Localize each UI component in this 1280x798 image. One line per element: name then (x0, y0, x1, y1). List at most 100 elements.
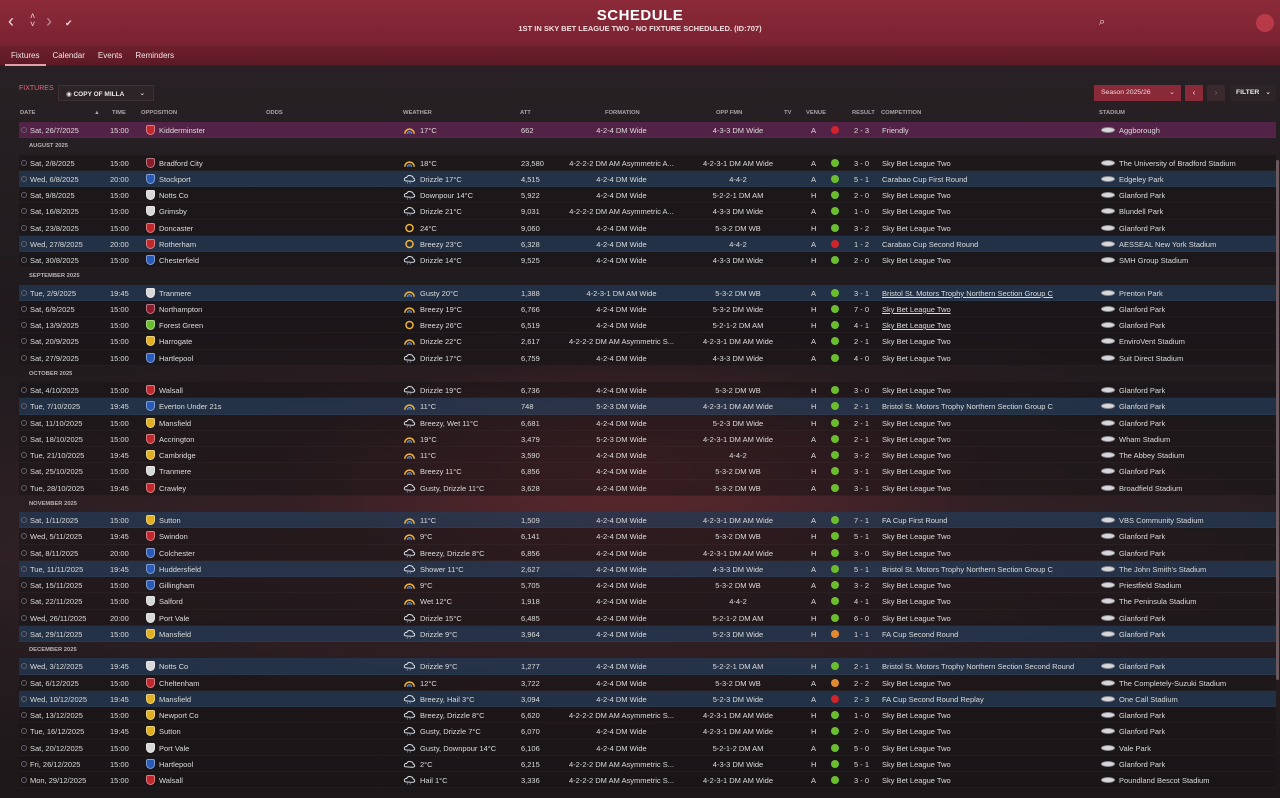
col-opposition[interactable]: OPPOSITION (141, 110, 178, 116)
stadium-name[interactable]: Glanford Park (1119, 191, 1166, 200)
back-arrow-icon[interactable]: ‹ (8, 11, 14, 31)
fixture-row[interactable]: Wed, 10/12/2025 19:45 Mansfield Breezy, Hai… (19, 690, 1276, 707)
stadium-name[interactable]: Glanford Park (1119, 418, 1166, 428)
stadium-name[interactable]: Aggborough (1119, 126, 1160, 135)
competition-name[interactable]: Sky Bet League Two (882, 613, 951, 623)
stadium-name[interactable]: Edgeley Park (1119, 174, 1164, 184)
fixture-row[interactable]: Sat, 13/12/2025 15:00 Newport Co Breezy, Dr… (19, 707, 1276, 724)
result-score[interactable]: 2 - 3 (854, 126, 870, 135)
result-score[interactable]: 1 - 0 (854, 207, 870, 217)
result-score[interactable]: 2 - 1 (854, 337, 870, 347)
result-score[interactable]: 3 - 2 (854, 581, 870, 590)
competition-name[interactable]: Sky Bet League Two (882, 386, 951, 395)
result-score[interactable]: 2 - 1 (854, 662, 870, 672)
fixture-row[interactable]: Sat, 20/9/2025 15:00 Harrogate Drizzle 22°C… (19, 333, 1276, 350)
opposition-name[interactable]: Colchester (159, 548, 195, 558)
select-radio[interactable] (21, 630, 27, 637)
col-date[interactable]: DATE (20, 110, 36, 116)
search-icon[interactable]: ⌕ (1099, 16, 1106, 28)
select-radio[interactable] (21, 468, 27, 475)
select-radio[interactable] (21, 549, 27, 556)
competition-name[interactable]: FA Cup Second Round (882, 629, 959, 639)
result-score[interactable]: 5 - 1 (854, 174, 870, 184)
col-time[interactable]: TIME (112, 110, 126, 116)
competition-name[interactable]: Sky Bet League Two (882, 467, 951, 477)
select-radio[interactable] (21, 289, 27, 296)
select-radio[interactable] (21, 224, 27, 231)
select-radio[interactable] (21, 695, 27, 702)
select-radio[interactable] (21, 403, 27, 410)
col-att[interactable]: ATT (520, 110, 531, 116)
opposition-name[interactable]: Notts Co (159, 191, 189, 200)
fixture-row[interactable]: Sat, 6/12/2025 15:00 Cheltenham 12°C 3,722 4-… (19, 674, 1276, 691)
select-radio[interactable] (21, 175, 27, 182)
select-radio[interactable] (21, 338, 27, 345)
opposition-name[interactable]: Mansfield (159, 629, 192, 639)
forward-arrow-icon[interactable]: › (46, 11, 52, 31)
select-radio[interactable] (21, 777, 27, 783)
select-radio[interactable] (21, 614, 27, 621)
select-radio[interactable] (21, 159, 27, 166)
opposition-name[interactable]: Kidderminster (159, 126, 206, 135)
opposition-name[interactable]: Chesterfield (159, 256, 200, 265)
fixture-row[interactable]: Tue, 2/9/2025 19:45 Tranmere Gusty 20°C 1,38… (19, 284, 1276, 301)
result-score[interactable]: 4 - 0 (854, 353, 870, 363)
opposition-name[interactable]: Mansfield (159, 418, 192, 428)
opposition-name[interactable]: Walsall (159, 776, 183, 785)
fixture-row[interactable]: Sat, 13/9/2025 15:00 Forest Green Breezy 26… (19, 317, 1276, 334)
competition-name[interactable]: Carabao Cup Second Round (882, 239, 979, 249)
result-score[interactable]: 3 - 1 (854, 467, 870, 477)
fixture-row[interactable]: Sat, 20/12/2025 15:00 Port Vale Gusty, Down… (19, 739, 1276, 756)
fixture-row[interactable]: Wed, 3/12/2025 19:45 Notts Co Drizzle 9°C 1,… (19, 658, 1276, 675)
fixture-row[interactable]: Sat, 18/10/2025 15:00 Accrington 19°C 3,479 5… (19, 430, 1276, 447)
stadium-name[interactable]: Glanford Park (1119, 662, 1166, 672)
history-up-down-icon[interactable]: ˄ ˅ (30, 11, 36, 29)
stadium-name[interactable]: The Abbey Stadium (1119, 451, 1185, 460)
stadium-name[interactable]: SMH Group Stadium (1119, 256, 1189, 265)
result-score[interactable]: 4 - 1 (854, 321, 870, 330)
stadium-name[interactable]: Glanford Park (1119, 548, 1166, 558)
fixture-row[interactable]: Sat, 1/11/2025 15:00 Sutton 11°C 1,509 4-2-4 … (19, 512, 1276, 529)
fixture-row[interactable]: Sat, 26/7/2025 15:00 Kidderminster 17°C 662 4… (19, 122, 1276, 139)
fixture-row[interactable]: Sat, 11/10/2025 15:00 Mansfield Breezy, Wet… (19, 414, 1276, 431)
stadium-name[interactable]: Blundell Park (1119, 207, 1164, 217)
fixture-row[interactable]: Sat, 23/8/2025 15:00 Doncaster 24°C 9,060 4-2… (19, 219, 1276, 236)
fixture-row[interactable]: Sat, 8/11/2025 20:00 Colchester Breezy, Dri… (19, 544, 1276, 561)
competition-name[interactable]: Sky Bet League Two (882, 158, 951, 168)
select-radio[interactable] (21, 598, 27, 605)
result-score[interactable]: 3 - 1 (854, 288, 870, 298)
stadium-name[interactable]: Priestfield Stadium (1119, 581, 1182, 590)
competition-name[interactable]: Sky Bet League Two (882, 581, 951, 590)
opposition-name[interactable]: Mansfield (159, 694, 192, 704)
competition-name[interactable]: Bristol St. Motors Trophy Northern Secti… (882, 564, 1053, 574)
col-opp-fmn[interactable]: OPP FMN (716, 110, 743, 116)
fixture-row[interactable]: Sat, 15/11/2025 15:00 Gillingham 9°C 5,705 4-… (19, 577, 1276, 594)
select-radio[interactable] (21, 582, 27, 588)
stadium-name[interactable]: The University of Bradford Stadium (1119, 158, 1236, 168)
opposition-name[interactable]: Northampton (159, 304, 203, 314)
competition-name[interactable]: Sky Bet League Two (882, 256, 951, 265)
opposition-name[interactable]: Tranmere (159, 467, 192, 477)
competition-name[interactable]: Friendly (882, 126, 909, 135)
select-radio[interactable] (21, 257, 27, 263)
fixture-row[interactable]: Wed, 26/11/2025 20:00 Port Vale Drizzle 15°… (19, 609, 1276, 626)
competition-name[interactable]: Bristol St. Motors Trophy Northern Secti… (882, 288, 1053, 298)
opposition-name[interactable]: Grimsby (159, 207, 187, 217)
result-score[interactable]: 2 - 2 (854, 678, 870, 688)
fixture-row[interactable]: Tue, 7/10/2025 19:45 Everton Under 21s 11°C… (19, 398, 1276, 415)
select-radio[interactable] (21, 663, 27, 670)
club-menu-icon[interactable] (1256, 14, 1274, 32)
stadium-name[interactable]: Poundland Bescot Stadium (1119, 776, 1210, 785)
opposition-name[interactable]: Hartlepool (159, 759, 194, 769)
stadium-name[interactable]: Glanford Park (1119, 711, 1166, 720)
opposition-name[interactable]: Accrington (159, 434, 195, 444)
fixture-row[interactable]: Fri, 26/12/2025 15:00 Hartlepool 2°C 6,215 4-… (19, 755, 1276, 772)
result-score[interactable]: 3 - 1 (854, 483, 870, 493)
opposition-name[interactable]: Cheltenham (159, 678, 200, 688)
select-radio[interactable] (21, 517, 27, 523)
opposition-name[interactable]: Salford (159, 597, 183, 607)
opposition-name[interactable]: Bradford City (159, 158, 203, 168)
result-score[interactable]: 1 - 0 (854, 711, 870, 720)
result-score[interactable]: 2 - 0 (854, 727, 870, 737)
fixture-row[interactable]: Sat, 22/11/2025 15:00 Salford Wet 12°C 1,918… (19, 593, 1276, 610)
